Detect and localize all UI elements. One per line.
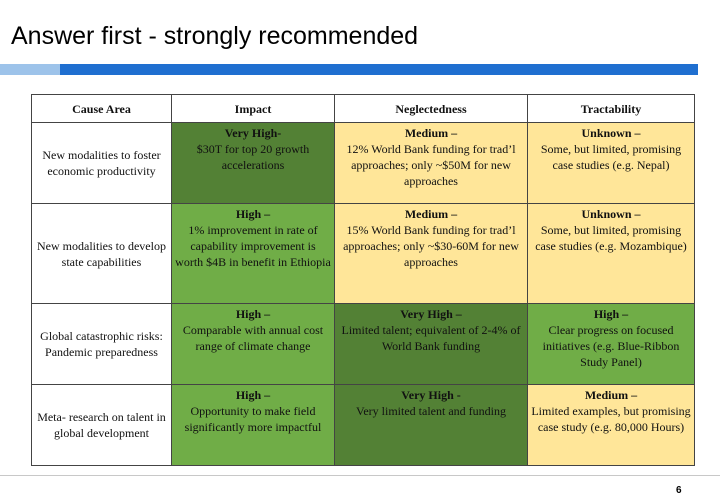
rating-detail: 15% World Bank funding for trad’l approa… (343, 223, 519, 269)
header-impact: Impact (171, 94, 335, 123)
cause-cell: Global catastrophic risks: Pandemic prep… (31, 303, 172, 385)
rating-label: High – (593, 307, 629, 321)
header-neglectedness: Neglectedness (334, 94, 528, 123)
cause-cell: New modalities to develop state capabili… (31, 203, 172, 304)
impact-cell: High – Comparable with annual cost range … (171, 303, 335, 385)
rating-detail: Clear progress on focused initiatives (e… (542, 323, 680, 369)
rating-detail: 1% improvement in rate of capability imp… (175, 223, 331, 269)
cause-cell: New modalities to foster economic produc… (31, 122, 172, 204)
rating-detail: Limited examples, but promising case stu… (531, 404, 691, 434)
tractability-cell: Unknown – Some, but limited, promising ca… (527, 122, 695, 204)
rating-label: Unknown – (581, 126, 641, 140)
rating-label: High – (235, 307, 271, 321)
impact-cell: High – 1% improvement in rate of capabili… (171, 203, 335, 304)
neglectedness-cell: Medium – 12% World Bank funding for trad’… (334, 122, 528, 204)
header-tractability: Tractability (527, 94, 695, 123)
tractability-cell: Unknown – Some, but limited, promising ca… (527, 203, 695, 304)
table-row: New modalities to foster economic produc… (31, 122, 695, 204)
rating-label: Medium – (404, 207, 458, 221)
rating-label: Very High- (224, 126, 282, 140)
rating-detail: 12% World Bank funding for trad’l approa… (346, 142, 516, 188)
table-header-row: Cause Area Impact Neglectedness Tractabi… (31, 94, 695, 123)
table-row: Global catastrophic risks: Pandemic prep… (31, 303, 695, 385)
cause-cell: Meta- research on talent in global devel… (31, 384, 172, 466)
rating-detail: Opportunity to make field significantly … (184, 404, 322, 434)
rating-detail: Limited talent; equivalent of 2-4% of Wo… (341, 323, 521, 353)
assessment-table: Cause Area Impact Neglectedness Tractabi… (31, 94, 695, 466)
rating-label: Very High - (401, 388, 461, 402)
header-band (0, 64, 698, 75)
tractability-cell: High – Clear progress on focused initiati… (527, 303, 695, 385)
rating-detail: Some, but limited, promising case studie… (540, 142, 682, 172)
rating-label: Medium – (584, 388, 638, 402)
rating-label: Unknown – (581, 207, 641, 221)
rating-detail: $30T for top 20 growth accelerations (196, 142, 310, 172)
header-band-accent (0, 64, 60, 75)
footer-divider (0, 475, 720, 476)
rating-label: Medium – (404, 126, 458, 140)
rating-detail: Some, but limited, promising case studie… (535, 223, 687, 253)
rating-label: Very High – (400, 307, 462, 321)
rating-detail: Comparable with annual cost range of cli… (182, 323, 324, 353)
table-row: New modalities to develop state capabili… (31, 203, 695, 304)
impact-cell: Very High- $30T for top 20 growth acceler… (171, 122, 335, 204)
header-cause-area: Cause Area (31, 94, 172, 123)
rating-detail: Very limited talent and funding (356, 404, 506, 418)
table-row: Meta- research on talent in global devel… (31, 384, 695, 466)
slide-title: Answer first - strongly recommended (11, 22, 419, 50)
page-number: 6 (676, 485, 682, 496)
neglectedness-cell: Medium – 15% World Bank funding for trad’… (334, 203, 528, 304)
impact-cell: High – Opportunity to make field signific… (171, 384, 335, 466)
tractability-cell: Medium – Limited examples, but promising … (527, 384, 695, 466)
rating-label: High – (235, 207, 271, 221)
neglectedness-cell: Very High – Limited talent; equivalent of… (334, 303, 528, 385)
rating-label: High – (235, 388, 271, 402)
neglectedness-cell: Very High - Very limited talent and fundi… (334, 384, 528, 466)
